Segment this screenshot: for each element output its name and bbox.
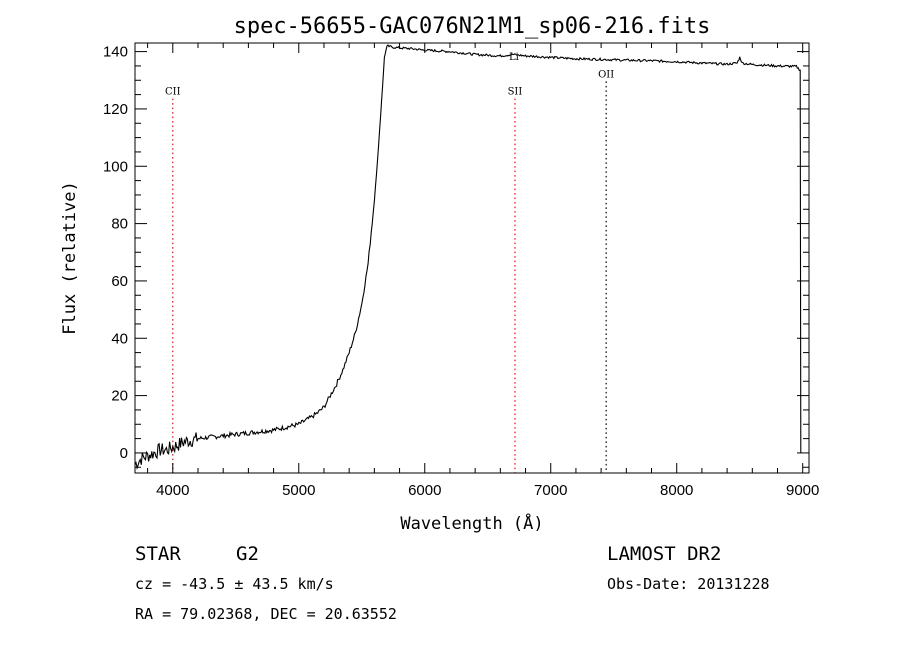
x-axis-label: Wavelength (Å) — [400, 512, 543, 534]
y-tick-label: 100 — [103, 158, 128, 175]
y-tick-label: 0 — [120, 445, 128, 462]
x-tick-label: 6000 — [408, 482, 441, 499]
x-tick-label: 7000 — [534, 482, 567, 499]
chart-title: spec-56655-GAC076N21M1_sp06-216.fits — [234, 14, 711, 39]
y-tick-label: 80 — [111, 216, 128, 233]
x-tick-label: 9000 — [786, 482, 819, 499]
y-tick-label: 20 — [111, 388, 128, 405]
x-tick-label: 5000 — [282, 482, 315, 499]
redshift-cz: cz = -43.5 ± 43.5 km/s — [135, 575, 334, 593]
spectrum-series-line — [134, 44, 802, 471]
y-axis-label: Flux (relative) — [60, 181, 80, 335]
x-tick-label: 8000 — [660, 482, 693, 499]
ra-dec-coordinates: RA = 79.02368, DEC = 20.63552 — [135, 605, 397, 623]
line-label-cii: CII — [165, 87, 181, 98]
observation-date: Obs-Date: 20131228 — [607, 575, 770, 593]
line-label-oii: OII — [598, 69, 614, 80]
survey-name: LAMOST DR2 — [607, 543, 721, 565]
line-label-li: Li — [509, 52, 519, 63]
y-tick-label: 60 — [111, 273, 128, 290]
y-tick-label: 140 — [103, 44, 128, 61]
object-class: STAR — [135, 543, 181, 565]
line-label-sii: SII — [508, 87, 523, 98]
plot-frame — [134, 42, 810, 474]
object-subclass: G2 — [236, 543, 259, 565]
x-tick-label: 4000 — [156, 482, 189, 499]
y-tick-label: 40 — [111, 330, 128, 347]
y-tick-label: 120 — [103, 101, 128, 118]
